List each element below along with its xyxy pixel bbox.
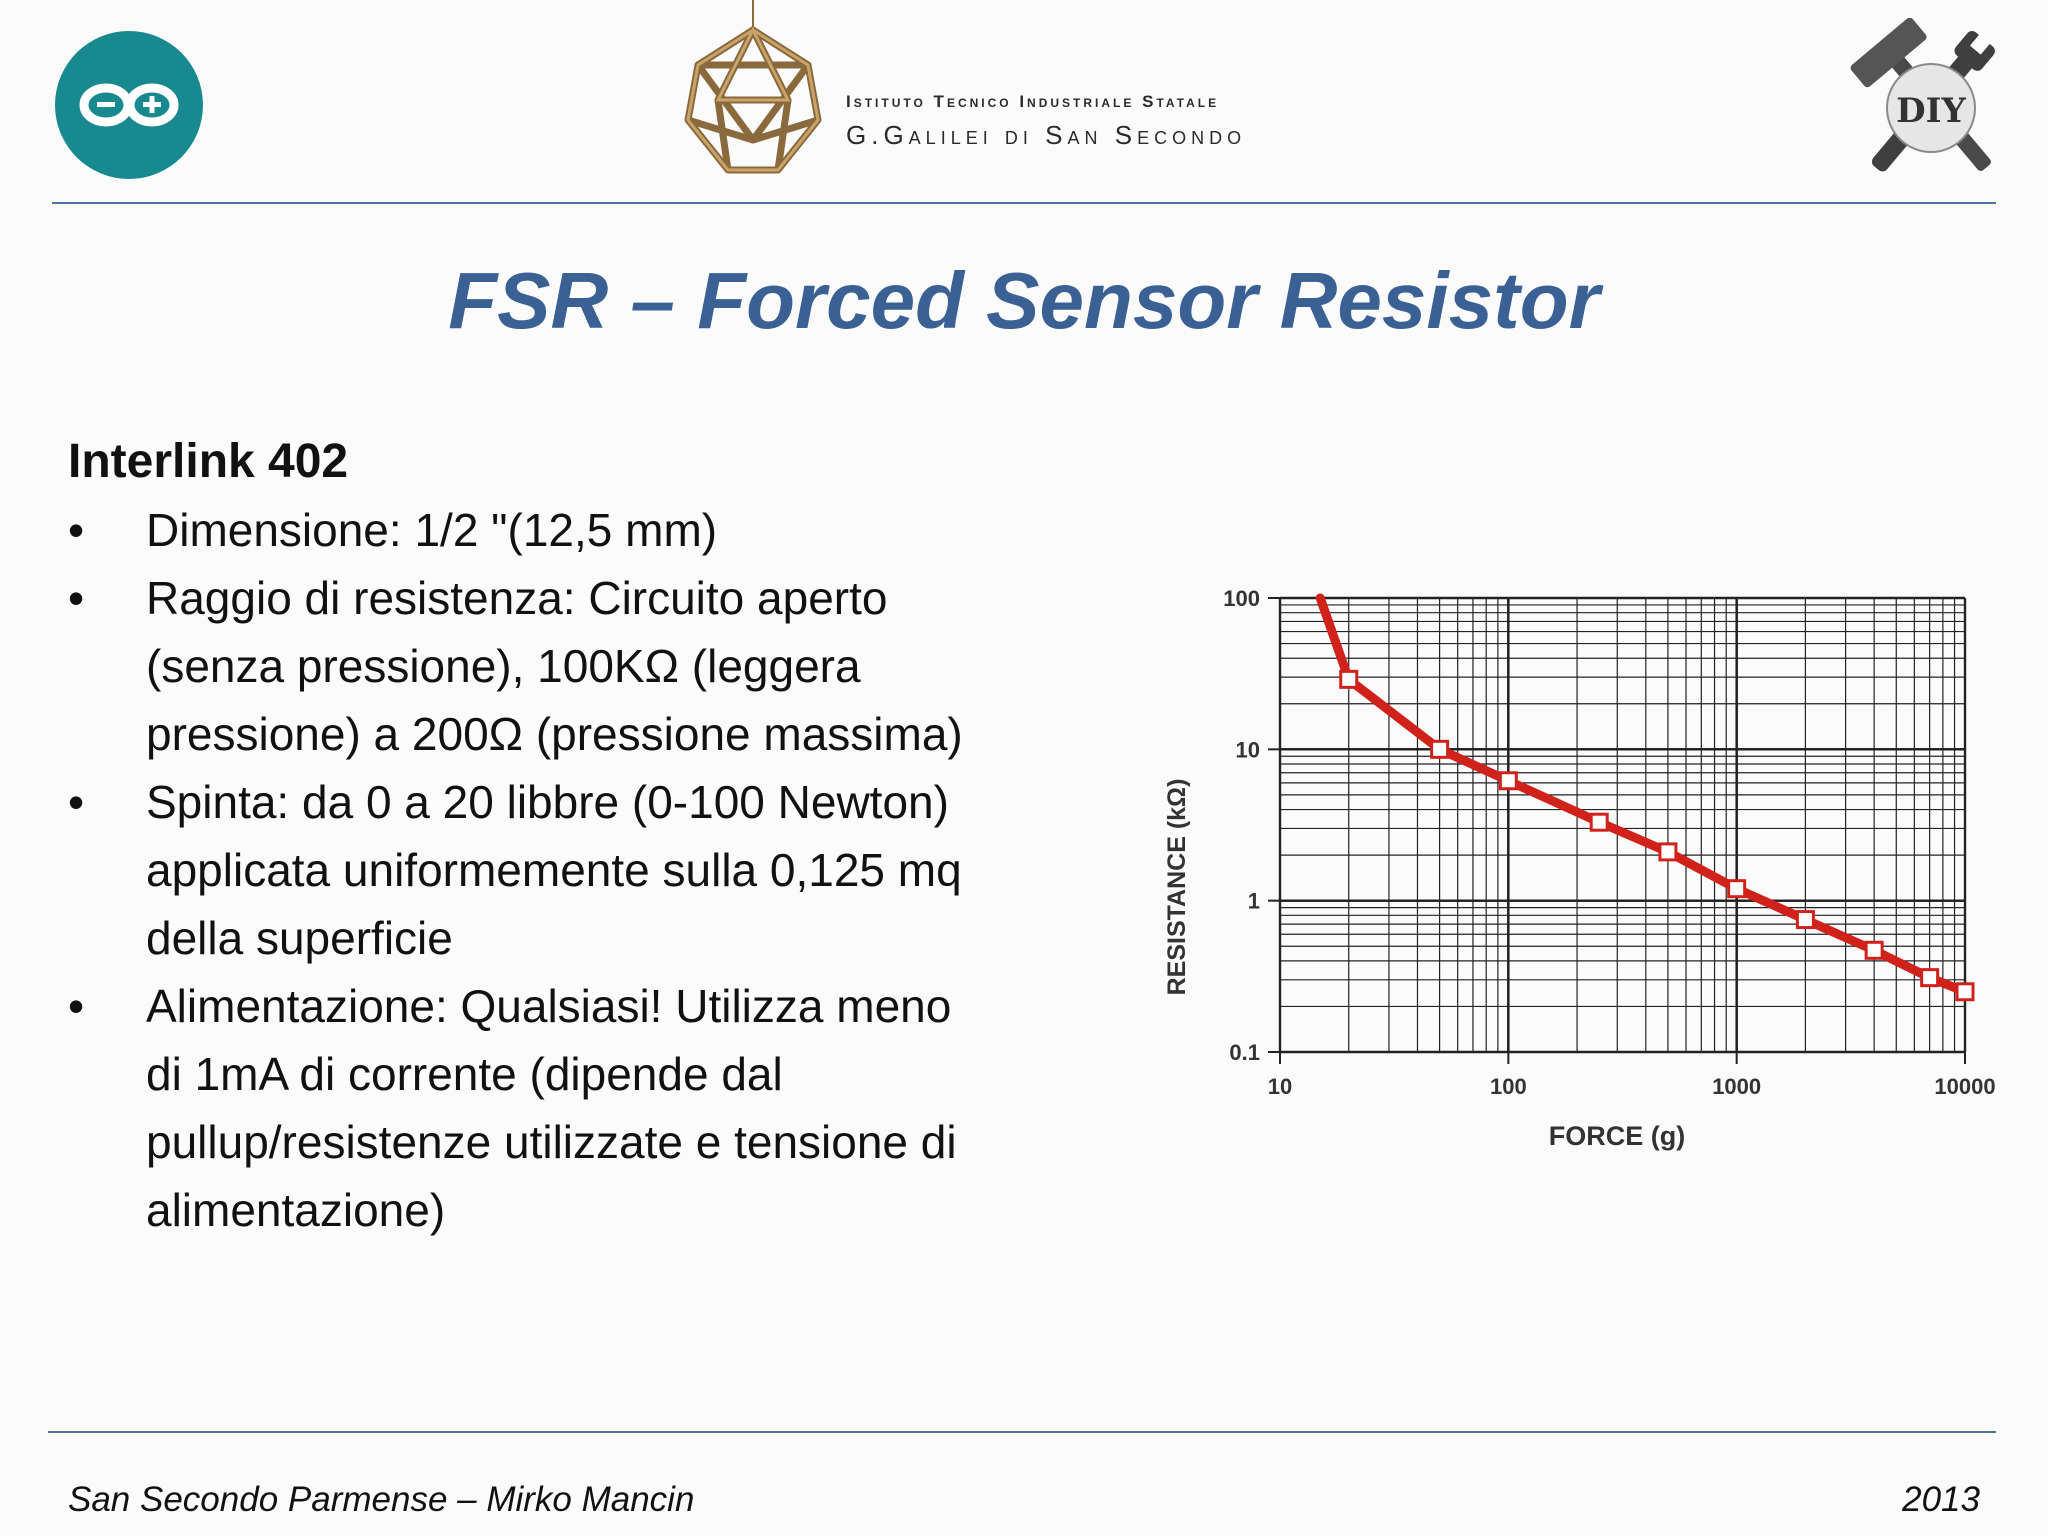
bullet-dimension: • Dimensione: 1/2 "(12,5 mm) (68, 496, 1098, 564)
bullet-line: alimentazione) (146, 1184, 446, 1236)
arduino-logo (55, 31, 203, 179)
bullet-force: • Spinta: da 0 a 20 libbre (0-100 Newton… (68, 768, 1098, 972)
x-tick-label: 100 (1490, 1074, 1527, 1099)
diy-logo-text: DIY (1896, 91, 1966, 131)
data-point-marker (1727, 879, 1747, 899)
bullet-line: (senza pressione), 100KΩ (leggera (146, 640, 861, 692)
bullet-resistance-range: • Raggio di resistenza: Circuito aperto … (68, 564, 1098, 768)
y-tick-label: 1 (1248, 889, 1260, 914)
footer-divider (48, 1431, 1996, 1433)
bullet-dot: • (68, 572, 85, 624)
header-divider (52, 202, 1996, 204)
x-tick-label: 1000 (1712, 1074, 1761, 1099)
bullet-power-supply: • Alimentazione: Qualsiasi! Utilizza men… (68, 972, 1098, 1244)
data-point-marker (1658, 842, 1678, 862)
bullet-line: Alimentazione: Qualsiasi! Utilizza meno (146, 980, 952, 1032)
chart-tick-labels: 10 100 1000 10000 0.1 1 10 100 (1223, 586, 1995, 1099)
content-heading: Interlink 402 (68, 435, 349, 488)
school-name-line1: Istituto Tecnico Industriale Statale (846, 92, 1220, 111)
data-point-marker (1864, 940, 1884, 960)
slide-title: FSR – Forced Sensor Resistor (448, 256, 1600, 345)
bullet-line: Dimensione: 1/2 "(12,5 mm) (146, 504, 718, 556)
chart-grid (1278, 596, 1967, 1054)
slide-content: Interlink 402 • Dimensione: 1/2 "(12,5 m… (68, 428, 1098, 1244)
chart-x-axis-label: FORCE (g) (1549, 1121, 1685, 1151)
chart-y-axis-label: RESISTANCE (kΩ) (1163, 779, 1191, 996)
bullet-line: Spinta: da 0 a 20 libbre (0-100 Newton) (146, 776, 949, 828)
bullet-line: di 1mA di corrente (dipende dal (146, 1048, 783, 1100)
diy-tools-logo: DIY (1850, 18, 1995, 172)
data-point-marker (1920, 968, 1940, 988)
bullet-line: Raggio di resistenza: Circuito aperto (146, 572, 888, 624)
bullet-line: pullup/resistenze utilizzate e tensione … (146, 1116, 957, 1168)
bullet-line: applicata uniformemente sulla 0,125 mq (146, 844, 962, 896)
data-point-marker (1430, 739, 1450, 759)
footer-year: 2013 (1902, 1480, 1980, 1519)
bullet-dot: • (68, 504, 85, 556)
footer-author: San Secondo Parmense – Mirko Mancin (68, 1480, 695, 1519)
x-tick-label: 10000 (1934, 1074, 1995, 1099)
y-tick-label: 0.1 (1229, 1040, 1260, 1065)
force-resistance-chart: 10 100 1000 10000 0.1 1 10 100 FORCE (g) RESIST… (1163, 586, 1996, 1151)
data-point-marker (1955, 982, 1975, 1002)
bullet-line: della superficie (146, 912, 453, 964)
school-polyhedron-logo (684, 0, 822, 174)
school-name-line2: G.Galilei di San Secondo (846, 120, 1247, 150)
y-tick-label: 10 (1236, 737, 1260, 762)
bullet-dot: • (68, 980, 85, 1032)
chart-axes (1268, 597, 1966, 1064)
bullet-line: pressione) a 200Ω (pressione massima) (146, 708, 963, 760)
data-point-marker (1589, 812, 1609, 832)
data-point-marker (1498, 771, 1518, 791)
data-point-marker (1339, 669, 1359, 689)
data-point-marker (1795, 910, 1815, 930)
y-tick-label: 100 (1223, 586, 1260, 611)
chart-series (1315, 593, 1975, 1002)
x-tick-label: 10 (1268, 1074, 1292, 1099)
bullet-dot: • (68, 776, 85, 828)
